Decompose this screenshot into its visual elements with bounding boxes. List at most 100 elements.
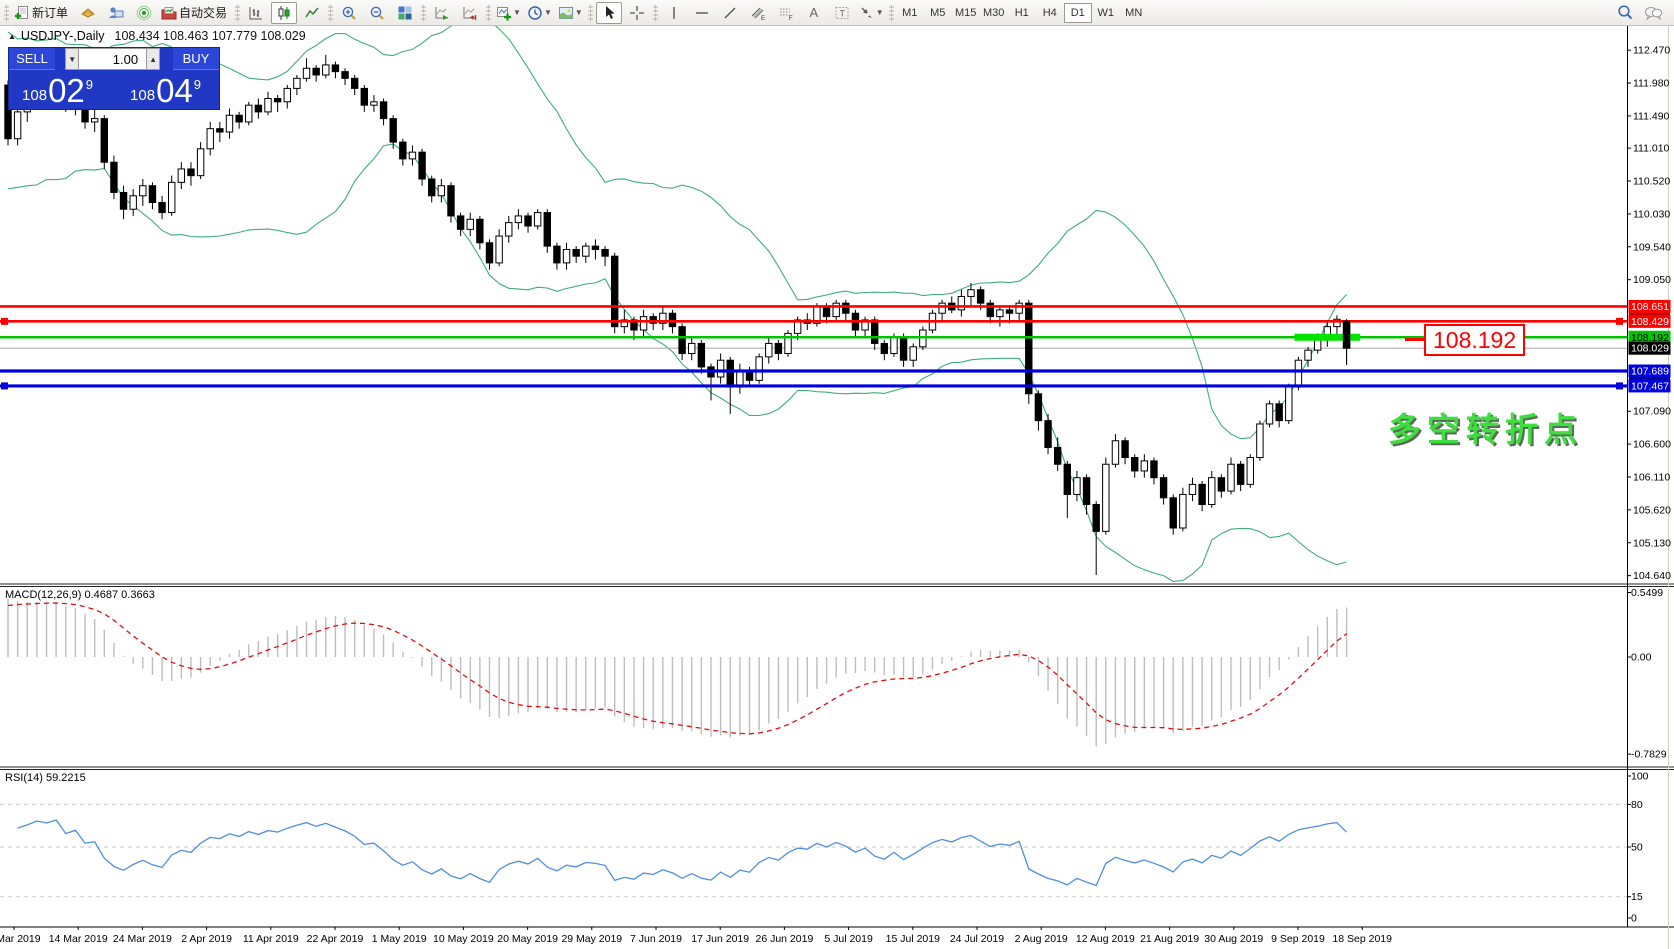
svg-text:26 Jun 2019: 26 Jun 2019 (755, 933, 813, 945)
autotrade-label: 自动交易 (179, 6, 228, 20)
price-axis[interactable]: 112.470 111.980 111.490 111.010 110.520 110.0… (1627, 45, 1671, 925)
svg-text:30 Aug 2019: 30 Aug 2019 (1204, 933, 1263, 945)
zoom-out-button[interactable] (364, 2, 390, 24)
turning-point-annotation[interactable]: 多空转折点 (1388, 411, 1583, 448)
timeframe-D1-button[interactable]: D1 (1063, 2, 1092, 23)
svg-text:15: 15 (1631, 891, 1643, 903)
timeframe-M1-button[interactable]: M1 (902, 6, 918, 19)
signal-button[interactable] (131, 2, 157, 24)
line-handle[interactable] (1, 317, 8, 325)
macd-indicator-label: MACD(12,26,9) 0.4687 0.3663 (5, 589, 155, 601)
svg-text:29 May 2019: 29 May 2019 (561, 933, 622, 945)
collapse-panel-icon[interactable]: ▲ (8, 31, 16, 41)
fibonacci-button[interactable]: F (773, 2, 799, 24)
chat-button[interactable] (1640, 2, 1666, 24)
auto-scroll-button[interactable] (429, 2, 455, 24)
profiles-icon (108, 5, 124, 21)
toolbar-grip[interactable] (486, 3, 492, 22)
svg-text:111.010: 111.010 (1633, 143, 1670, 155)
search-button[interactable] (1612, 2, 1638, 24)
timeframe-M15-button[interactable]: M15 (955, 6, 977, 19)
svg-text:24 Mar 2019: 24 Mar 2019 (113, 933, 172, 945)
toolbar-grip[interactable] (421, 3, 427, 22)
toolbar-grip[interactable] (4, 3, 9, 22)
periods-button[interactable]: ▼ (525, 2, 554, 24)
chart-ohlc-values: 108.434 108.463 107.779 108.029 (114, 29, 306, 43)
crosshair-button[interactable] (624, 2, 650, 24)
chevron-down-icon: ▼ (543, 8, 552, 17)
cursor-button[interactable] (595, 1, 622, 24)
toolbar-grip[interactable] (235, 3, 241, 22)
timeframe-M30-button[interactable]: M30 (983, 6, 1005, 19)
auto-scroll-icon (434, 5, 450, 21)
svg-text:24 Jul 2019: 24 Jul 2019 (950, 933, 1004, 945)
indicators-button[interactable]: ▼ (494, 2, 523, 24)
buy-price-point: 9 (193, 76, 202, 92)
line-chart-icon (304, 5, 320, 21)
bollinger-bands (7, 18, 1347, 582)
sell-price-display[interactable]: 108 02 9 (9, 70, 106, 111)
vertical-line-button[interactable] (661, 2, 687, 24)
toolbar-grip[interactable] (328, 3, 334, 22)
svg-text:9 Sep 2019: 9 Sep 2019 (1271, 933, 1325, 945)
price-callout-108192[interactable]: 108.192 (1424, 324, 1526, 356)
book-button[interactable] (75, 2, 101, 24)
templates-button[interactable]: ▼ (556, 2, 585, 24)
svg-text:14 Mar 2019: 14 Mar 2019 (49, 933, 108, 945)
zoom-in-button[interactable] (336, 2, 362, 24)
svg-text:100: 100 (1631, 771, 1649, 783)
svg-text:107.689: 107.689 (1631, 366, 1669, 378)
callout-connector (1405, 338, 1424, 341)
line-handle[interactable] (1616, 382, 1623, 390)
chart-shift-button[interactable] (457, 2, 483, 24)
svg-text:106.110: 106.110 (1633, 471, 1670, 483)
line-handle[interactable] (1616, 317, 1623, 325)
timeframe-M5-button[interactable]: M5 (930, 6, 946, 19)
buy-price-display[interactable]: 108 04 9 (112, 70, 219, 111)
channel-button[interactable]: E (745, 2, 771, 24)
text-tool-button[interactable]: A (801, 2, 827, 24)
toolbar-grip[interactable] (888, 3, 894, 22)
timeframe-H1-button[interactable]: H1 (1014, 6, 1029, 19)
svg-text:105.620: 105.620 (1633, 504, 1671, 516)
svg-text:5 Mar 2019: 5 Mar 2019 (0, 933, 41, 945)
profiles-button[interactable] (103, 2, 129, 24)
timeframe-W1-button[interactable]: W1 (1097, 6, 1114, 19)
toolbar-grip[interactable] (652, 3, 658, 22)
sell-button[interactable]: SELL (9, 48, 56, 70)
svg-text:15 Jul 2019: 15 Jul 2019 (886, 933, 940, 945)
date-axis[interactable]: 5 Mar 2019 14 Mar 2019 24 Mar 2019 2 Apr 20… (0, 927, 1392, 945)
svg-text:108.029: 108.029 (1631, 343, 1669, 355)
volume-input[interactable]: 1.00 (79, 48, 147, 70)
timeframe-H4-button[interactable]: H4 (1042, 6, 1057, 19)
svg-text:0.00: 0.00 (1631, 652, 1652, 664)
new-order-button[interactable]: 新订单 (12, 2, 73, 24)
svg-text:107.467: 107.467 (1631, 380, 1669, 392)
autotrade-button[interactable]: 自动交易 (159, 2, 232, 24)
volume-decrease-button[interactable]: ▼ (65, 48, 80, 70)
svg-text:80: 80 (1631, 799, 1643, 811)
svg-text:T: T (839, 8, 845, 18)
arrows-button[interactable]: ▼ (857, 2, 886, 24)
candlestick-icon (276, 5, 292, 21)
line-chart-button[interactable] (299, 2, 325, 24)
buy-button[interactable]: BUY (172, 48, 219, 70)
toolbar-grip[interactable] (587, 3, 593, 22)
bar-chart-button[interactable] (243, 2, 269, 24)
svg-text:1 May 2019: 1 May 2019 (372, 933, 427, 945)
timeframe-MN-button[interactable]: MN (1125, 6, 1143, 19)
horizontal-line-button[interactable] (689, 2, 715, 24)
text-label-button[interactable]: T (829, 2, 855, 24)
highlight-segment[interactable] (1294, 333, 1361, 341)
tile-windows-button[interactable] (392, 2, 418, 24)
candlestick-chart-button[interactable] (271, 1, 298, 24)
svg-text:105.130: 105.130 (1633, 537, 1671, 549)
volume-increase-button[interactable]: ▲ (146, 48, 161, 70)
line-handle[interactable] (1, 382, 8, 390)
crosshair-icon (629, 5, 645, 21)
svg-text:17 Jun 2019: 17 Jun 2019 (691, 933, 749, 945)
trendline-button[interactable] (717, 2, 743, 24)
templates-icon (558, 5, 574, 21)
sell-price-point: 9 (85, 76, 94, 92)
